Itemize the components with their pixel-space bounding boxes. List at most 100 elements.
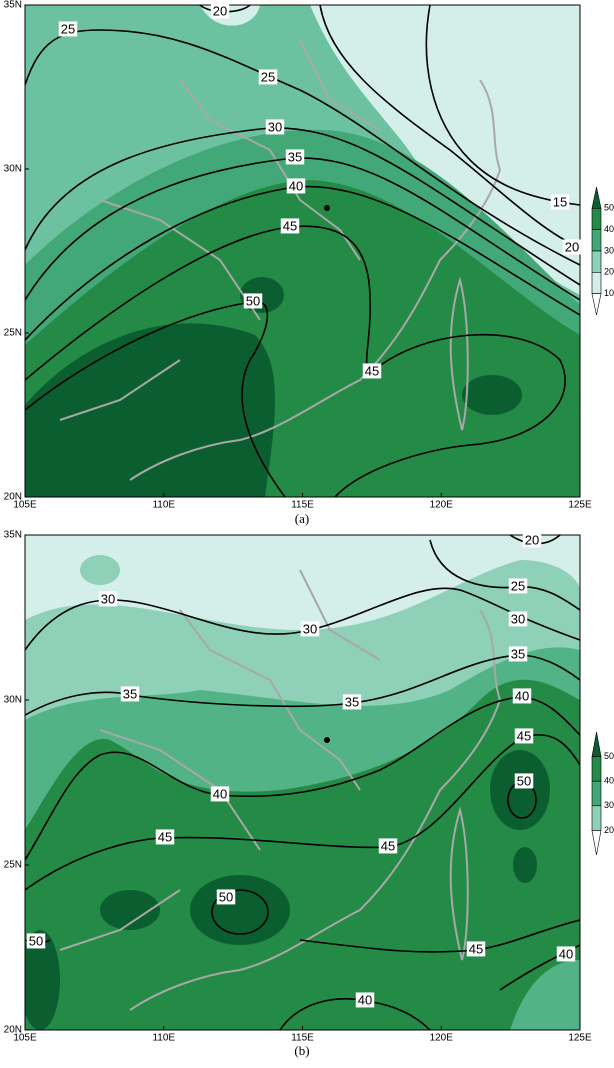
colorbar-bin: [591, 250, 602, 273]
lon-label: 105E: [13, 500, 37, 511]
contour-label: 50: [246, 293, 260, 308]
label-box: [258, 69, 278, 85]
contour-label: 40: [358, 992, 372, 1007]
colorbar-bin: [591, 208, 602, 230]
lat-label: 25N: [4, 328, 22, 339]
colorbar-label: 40: [604, 224, 614, 234]
contour-label: 35: [511, 646, 525, 661]
label-box: [514, 773, 534, 789]
label-box: [466, 941, 486, 957]
label-box: [508, 646, 528, 662]
colorbar-label: 30: [604, 800, 614, 810]
label-box: [280, 218, 300, 234]
label-box: [362, 363, 382, 379]
colorbar-bin: [591, 229, 602, 252]
contour-label: 20: [525, 532, 539, 547]
label-box: [550, 194, 570, 210]
contour-label: 30: [511, 611, 525, 626]
label-box: [508, 611, 528, 627]
contour-label: 35: [288, 149, 302, 164]
label-box: [514, 728, 534, 744]
contour-label: 40: [559, 946, 573, 961]
colorbar-label: 50: [604, 203, 614, 213]
label-box: [210, 3, 230, 19]
contour-labels-b: 30 30 25 30 35 35 35 40 40 45 45 50 45 5…: [26, 532, 576, 1008]
label-box: [286, 178, 306, 194]
lat-label: 20N: [4, 1025, 22, 1036]
label-box: [342, 694, 362, 710]
lat-label: 20N: [4, 492, 22, 503]
contour-label: 15: [553, 194, 567, 209]
label-box: [98, 591, 118, 607]
lat-label: 35N: [4, 530, 22, 541]
contour-label: 20: [565, 239, 579, 254]
colorbar-tip: [591, 830, 602, 856]
map-a: [25, 5, 580, 497]
lon-label: 120E: [430, 500, 454, 511]
contour-label: 45: [158, 829, 172, 844]
colorbar-tip: [591, 731, 602, 757]
label-box: [243, 293, 263, 309]
contour-label: 45: [469, 941, 483, 956]
lon-label: 110E: [152, 500, 175, 511]
colorbar-tip: [591, 293, 602, 316]
colorbar-label: 20: [604, 267, 614, 277]
lat-label: 25N: [4, 860, 22, 871]
label-box: [300, 621, 320, 637]
contour-label: 50: [517, 773, 531, 788]
lon-label: 115E: [291, 1033, 314, 1044]
contour-label: 25: [511, 578, 525, 593]
contour-label: 45: [517, 728, 531, 743]
lat-label: 30N: [4, 695, 22, 706]
label-box: [120, 686, 140, 702]
lon-label: 110E: [152, 1033, 175, 1044]
lat-label: 35N: [4, 0, 22, 11]
label-box: [285, 149, 305, 165]
label-box: [562, 239, 582, 255]
label-box: [556, 946, 576, 962]
lon-label: 125E: [568, 1033, 592, 1044]
contour-label: 45: [381, 838, 395, 853]
label-box: [378, 838, 398, 854]
contour-label: 40: [289, 178, 303, 193]
lon-label: 105E: [13, 1033, 37, 1044]
contour-label: 50: [219, 889, 233, 904]
colorbar-label: 30: [604, 245, 614, 255]
contour-label: 45: [365, 363, 379, 378]
label-box: [216, 889, 236, 905]
colorbar-label: 40: [604, 776, 614, 786]
contour-label: 35: [123, 686, 137, 701]
contour-label: 40: [213, 786, 227, 801]
colorbar-label: 10: [604, 288, 614, 298]
label-box: [355, 992, 375, 1008]
contour-label: 45: [283, 218, 297, 233]
contour-label: 30: [268, 119, 282, 134]
colorbar-bin: [591, 756, 602, 782]
contour-label: 30: [303, 621, 317, 636]
contour-label: 20: [213, 3, 227, 18]
contour-label: 25: [61, 21, 75, 36]
colorbar-bin: [591, 805, 602, 831]
label-box: [26, 933, 46, 949]
label-box: [508, 578, 528, 594]
colorbar-label: 20: [604, 825, 614, 835]
label-box: [210, 786, 230, 802]
label-box: [512, 688, 532, 704]
label-box: [58, 21, 78, 37]
colorbar-tip: [591, 186, 602, 209]
colorbar-bin: [591, 780, 602, 807]
lon-label: 125E: [568, 500, 592, 511]
label-box: [522, 532, 542, 548]
label-box: [265, 119, 285, 135]
label-box: [155, 829, 175, 845]
caption: (a): [295, 511, 309, 526]
colorbar-label: 50: [604, 751, 614, 761]
contour-label: 40: [515, 688, 529, 703]
map-b: [25, 535, 580, 1030]
contour-label: 25: [261, 69, 275, 84]
contour-label: 35: [345, 694, 359, 709]
lon-label: 115E: [291, 500, 314, 511]
